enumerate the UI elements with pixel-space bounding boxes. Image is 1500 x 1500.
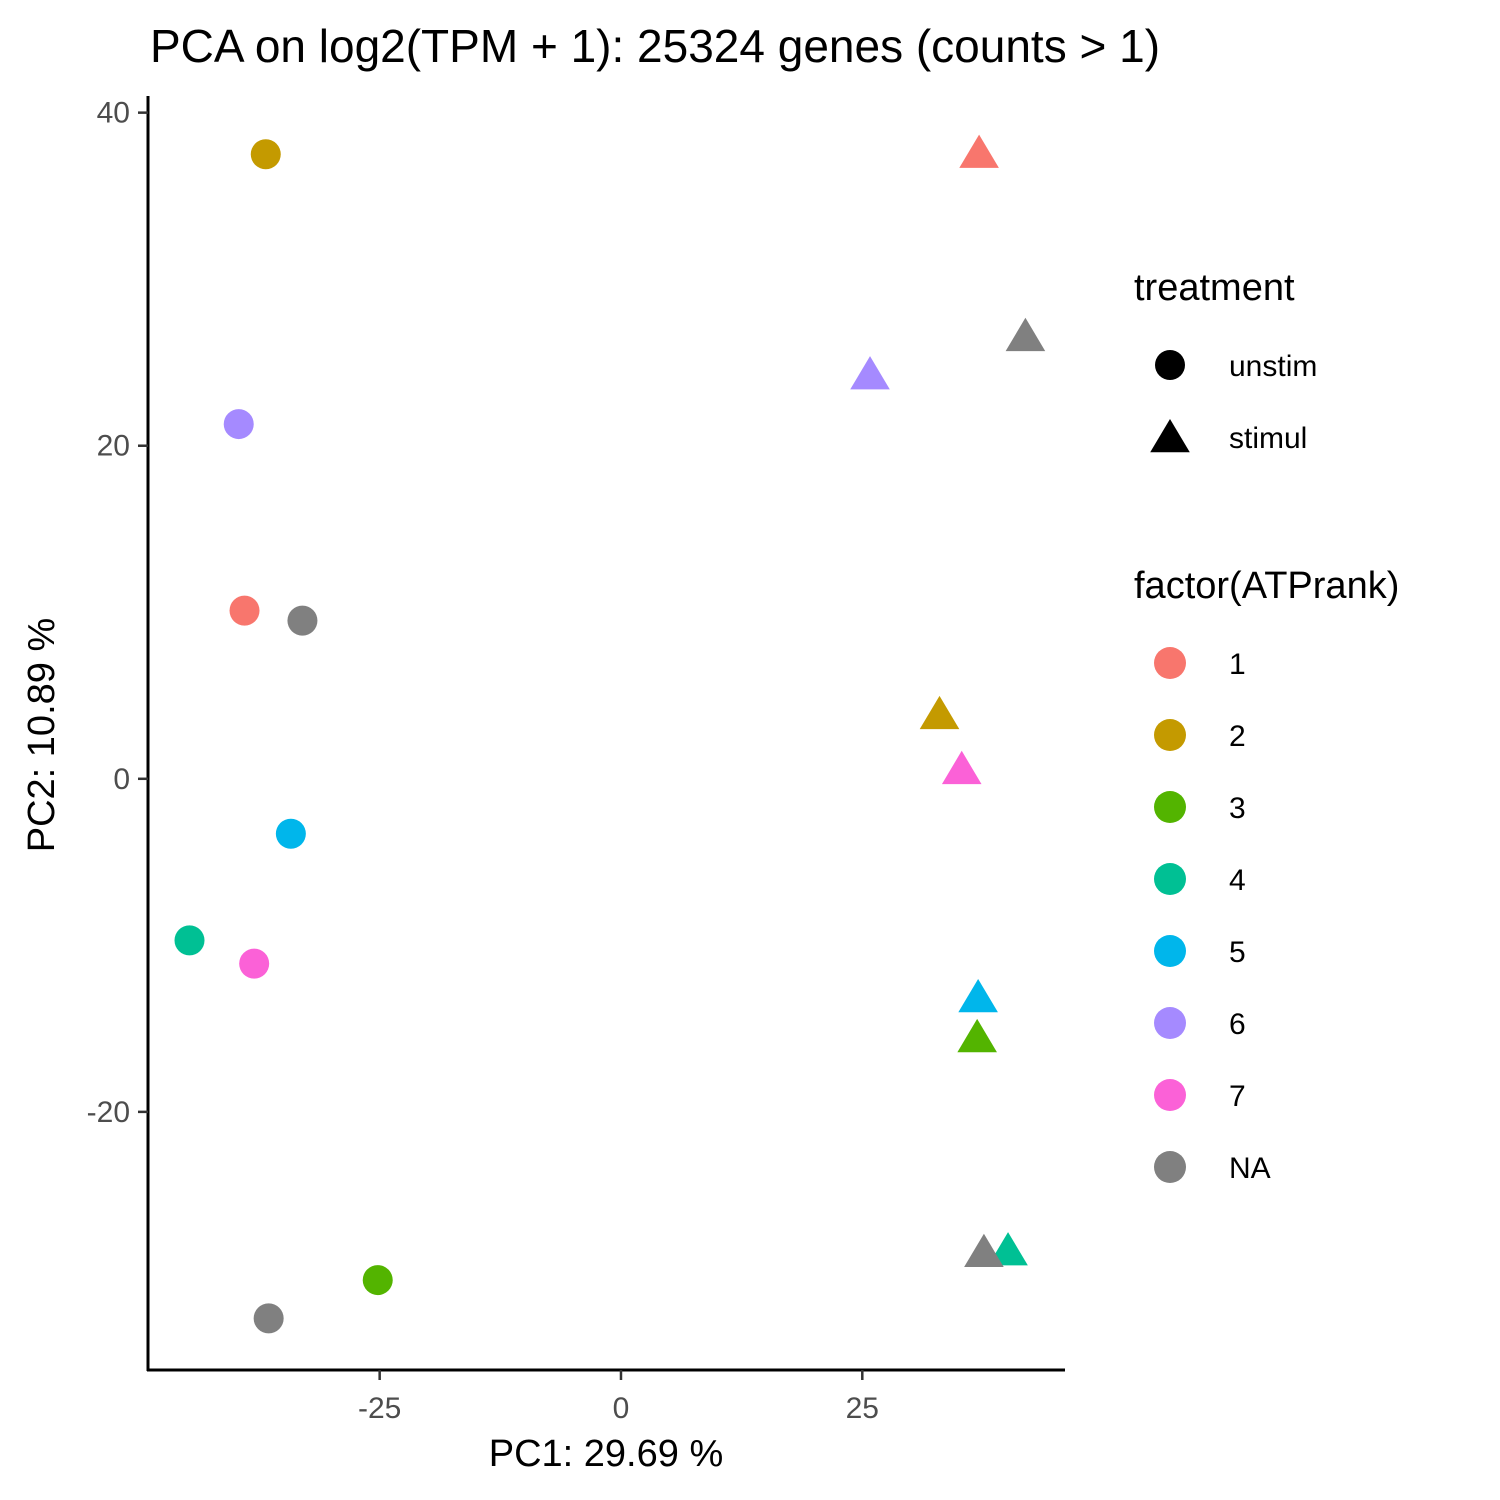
data-point-stimul [957,1018,997,1053]
y-tick-label: 0 [113,763,130,796]
y-tick-label: 20 [97,430,130,463]
y-axis-title: PC2: 10.89 % [21,618,63,852]
legend-label-rank-2: 2 [1229,720,1246,753]
data-point-unstim [239,948,270,979]
data-point-unstim [287,605,318,636]
legend-label-rank-5: 5 [1229,936,1246,969]
legend-label-rank-7: 7 [1229,1080,1246,1113]
data-point-unstim [229,595,260,626]
chart-title: PCA on log2(TPM + 1): 25324 genes (count… [150,20,1160,72]
y-tick-label: 40 [97,97,130,130]
x-tick-label: 25 [846,1392,879,1425]
atprank-legend: factor(ATPrank) 1 2 3 4 5 6 7 NA [1134,565,1399,1185]
data-point-stimul [1005,317,1046,352]
legend-key-unstim [1155,350,1185,380]
data-point-stimul [988,1232,1028,1266]
legend-label-stimul: stimul [1229,422,1307,455]
data-point-stimul [850,356,890,390]
legend-key-stimul [1150,419,1190,453]
atprank-legend-title: factor(ATPrank) [1134,565,1399,607]
data-point-stimul [964,1233,1004,1268]
legend-key-rank-2 [1154,719,1186,751]
legend-label-rank-3: 3 [1229,792,1246,825]
data-point-unstim [223,409,254,440]
y-tick-label: -20 [87,1096,130,1129]
data-point-unstim [362,1265,393,1296]
legend-key-rank-5 [1154,935,1186,967]
treatment-legend-title: treatment [1134,267,1295,309]
x-tick-label: 0 [613,1392,630,1425]
legend-key-rank-7 [1154,1079,1186,1111]
data-point-unstim [275,818,306,849]
plot-area: -25 0 25 -20 0 20 40 [87,96,1065,1425]
treatment-legend: treatment unstim stimul [1134,267,1317,455]
data-point-unstim [253,1303,284,1334]
legend-label-unstim: unstim [1229,350,1317,383]
data-point-stimul [919,695,960,730]
legend-label-rank-NA: NA [1229,1152,1271,1185]
legend-key-rank-4 [1154,863,1186,895]
legend-label-rank-6: 6 [1229,1008,1246,1041]
data-point-stimul [959,134,999,168]
data-point-unstim [250,139,281,170]
x-tick-label: -25 [358,1392,401,1425]
legend-label-rank-4: 4 [1229,864,1246,897]
legend-key-rank-NA [1154,1151,1186,1183]
legend-key-rank-1 [1154,647,1186,679]
x-axis-title: PC1: 29.69 % [489,1433,723,1475]
legend-label-rank-1: 1 [1229,648,1246,681]
data-point-unstim [174,925,205,956]
data-point-stimul [941,750,982,785]
legend-key-rank-3 [1154,791,1186,823]
legend-key-rank-6 [1154,1007,1186,1039]
data-point-stimul [958,978,998,1013]
